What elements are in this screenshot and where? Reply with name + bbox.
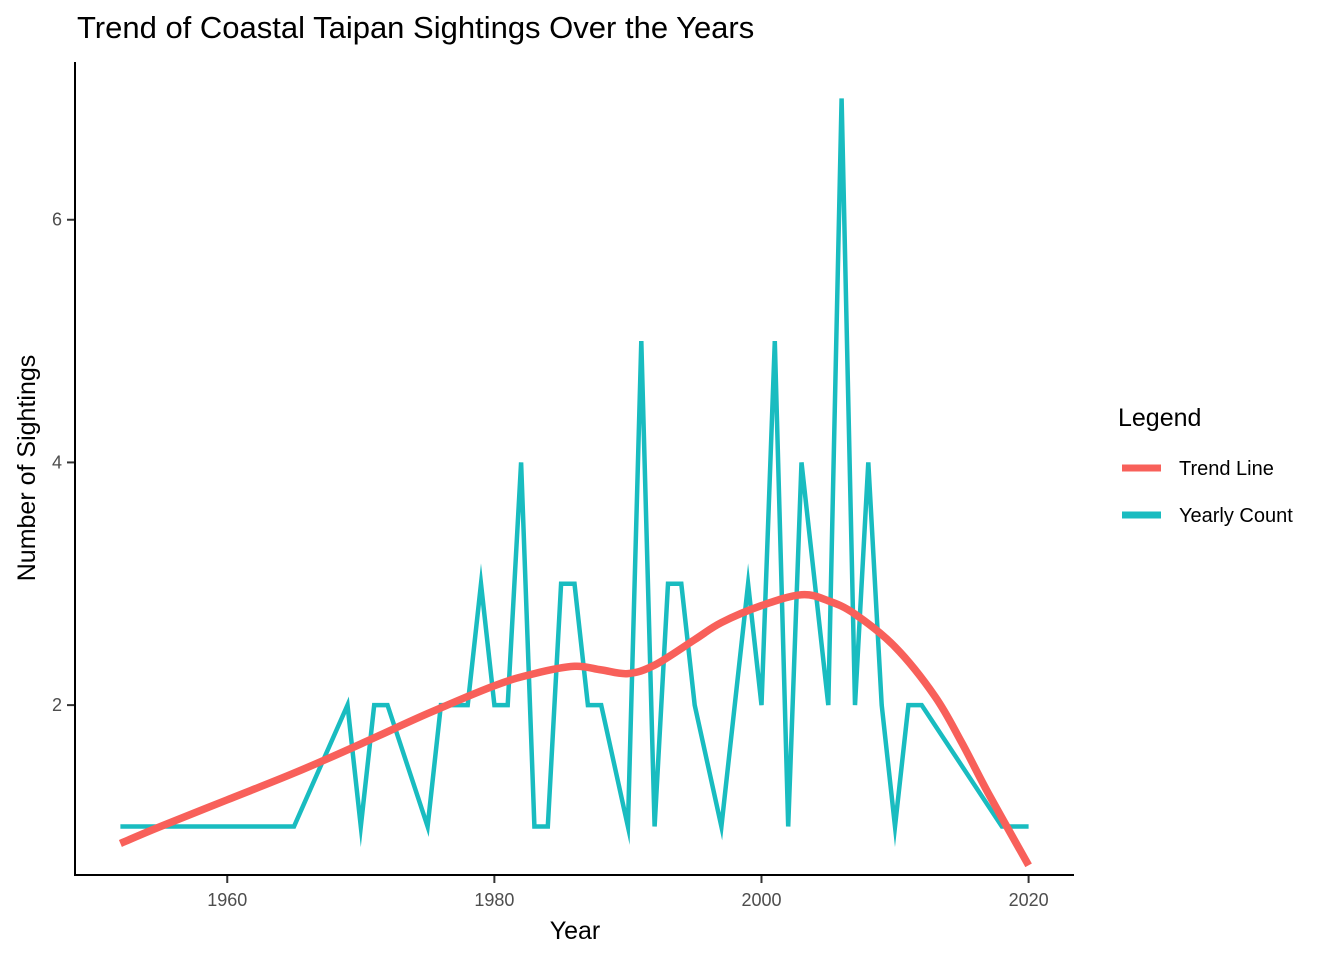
legend-label-trend-line: Trend Line <box>1179 458 1274 480</box>
y-tick-label: 6 <box>52 210 62 230</box>
x-tick-label: 2020 <box>1009 890 1049 910</box>
series-layer <box>118 98 1032 868</box>
legend: Legend Trend Line Yearly Count <box>1118 404 1293 527</box>
x-tick-label: 2000 <box>741 890 781 910</box>
y-tick-label: 4 <box>52 452 62 472</box>
x-axis-title: Year <box>550 917 601 945</box>
ticks: 1960 1980 2000 2020 2 4 6 <box>52 210 1049 910</box>
axes <box>74 62 1074 876</box>
series-line-trend-line <box>118 590 1032 868</box>
x-tick-label: 1980 <box>474 890 514 910</box>
y-axis-title: Number of Sightings <box>13 355 41 582</box>
legend-title: Legend <box>1118 404 1201 432</box>
x-tick-label: 1960 <box>207 890 247 910</box>
y-tick-label: 2 <box>52 695 62 715</box>
legend-label-yearly-count: Yearly Count <box>1179 505 1293 527</box>
chart-title: Trend of Coastal Taipan Sightings Over t… <box>77 10 755 45</box>
series-line-yearly-count <box>120 98 1029 848</box>
